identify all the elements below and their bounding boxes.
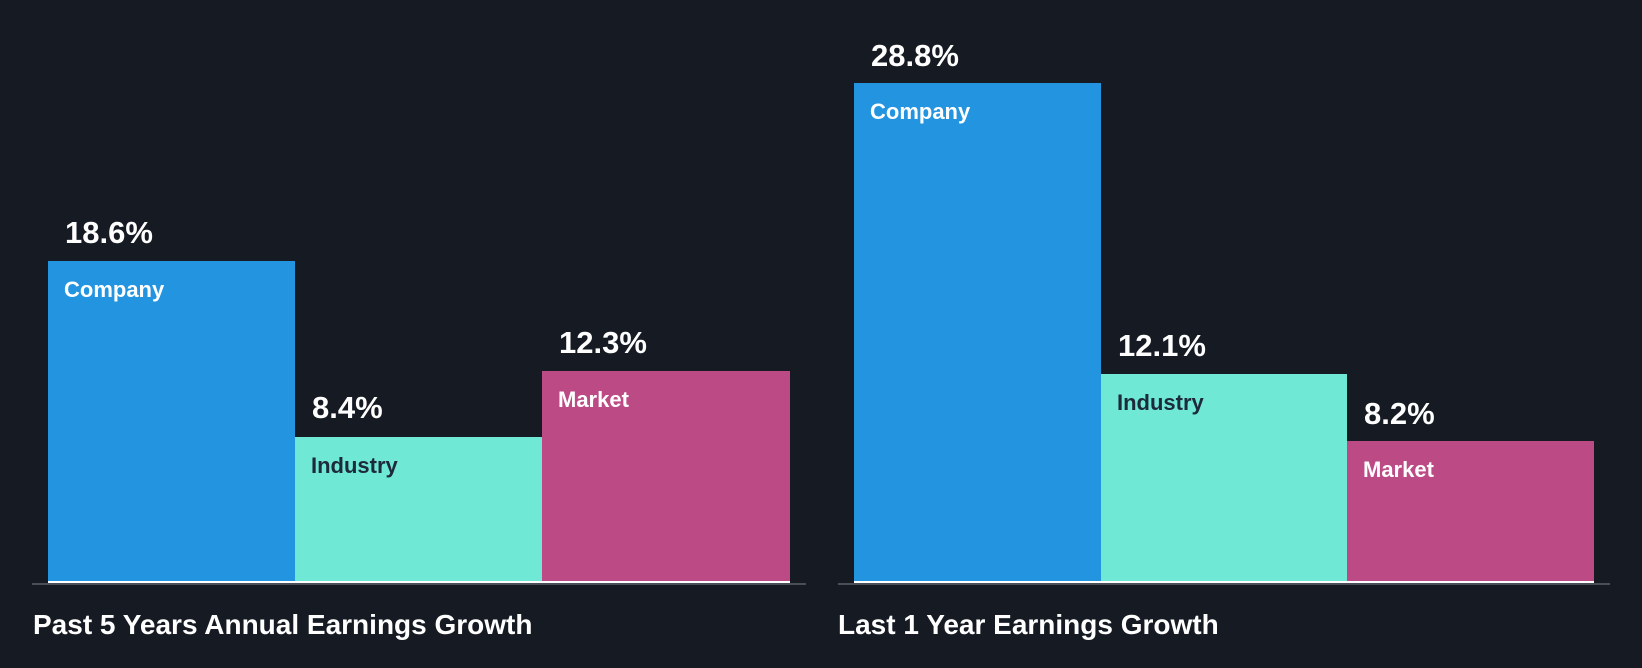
value-company: 28.8%: [871, 38, 959, 73]
bar-label-company: Company: [64, 277, 165, 302]
bar-label-industry: Industry: [1117, 390, 1204, 415]
bar-label-industry: Industry: [311, 453, 398, 478]
bar-industry: Industry: [1101, 374, 1347, 583]
bar-baseline: [48, 581, 295, 583]
bar-market: Market: [542, 371, 790, 583]
bar-label-market: Market: [1363, 457, 1434, 482]
x-axis-line: [32, 583, 806, 585]
bar-industry: Industry: [295, 437, 542, 583]
value-company: 18.6%: [65, 215, 153, 250]
bar-baseline: [1347, 581, 1594, 583]
bar-company: Company: [48, 261, 295, 583]
bar-label-company: Company: [870, 99, 971, 124]
bar-market: Market: [1347, 441, 1594, 583]
x-axis-line: [838, 583, 1610, 585]
bar-company: Company: [854, 83, 1101, 583]
value-market: 12.3%: [559, 325, 647, 360]
bar-label-market: Market: [558, 387, 629, 412]
value-industry: 12.1%: [1118, 328, 1206, 363]
bar-baseline: [295, 581, 542, 583]
value-market: 8.2%: [1364, 396, 1435, 431]
bar-baseline: [854, 581, 1101, 583]
value-industry: 8.4%: [312, 390, 383, 425]
bar-baseline: [1101, 581, 1347, 583]
past-5-years-chart: Company 18.6% Industry 8.4% Market 12.3%…: [0, 0, 820, 668]
bar-baseline: [542, 581, 790, 583]
chart-title: Past 5 Years Annual Earnings Growth: [33, 609, 533, 640]
chart-title: Last 1 Year Earnings Growth: [838, 609, 1219, 640]
